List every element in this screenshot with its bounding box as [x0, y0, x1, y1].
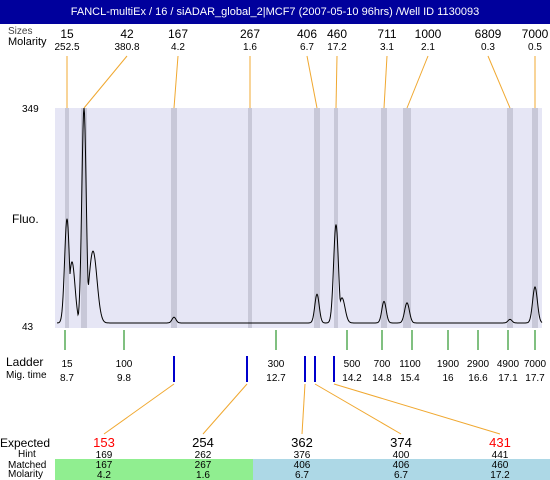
- expected-label: Expected: [0, 436, 51, 450]
- peak-molarity-label: 1.6: [243, 42, 257, 53]
- peak-size-label: 267: [240, 27, 260, 41]
- matched-value: 167: [96, 460, 113, 471]
- ladder-mig-label: 15.4: [400, 373, 420, 384]
- expected-connector: [333, 383, 501, 435]
- matched-value: 406: [294, 460, 311, 471]
- ladder-mig-label: 9.8: [117, 373, 131, 384]
- hint-value: 376: [294, 450, 311, 461]
- peak-size-label: 167: [168, 27, 188, 41]
- molarity-label: Molarity: [8, 36, 47, 48]
- peak-band: [65, 108, 69, 328]
- peak-size-label: 42: [120, 27, 134, 41]
- peak-molarity-label: 17.2: [327, 42, 347, 53]
- ladder-mig-label: 14.2: [342, 373, 362, 384]
- hint-value: 262: [195, 450, 212, 461]
- peak-size-label: 7000: [522, 27, 549, 41]
- ladder-mig-label: 17.7: [525, 373, 545, 384]
- peak-connector: [335, 55, 338, 109]
- matched-molarity-value: 6.7: [394, 470, 408, 480]
- peak-molarity-label: 6.7: [300, 42, 314, 53]
- sizes-label: Sizes: [8, 26, 33, 37]
- ladder-size-label: 700: [374, 359, 391, 370]
- matched-molarity-value: 6.7: [295, 470, 309, 480]
- matched-molarity-value: 17.2: [490, 470, 510, 480]
- expected-value: 374: [390, 435, 412, 450]
- ladder-label: Ladder: [6, 355, 44, 369]
- expected-connector: [301, 383, 306, 435]
- peak-molarity-label: 4.2: [171, 42, 185, 53]
- peak-connector: [487, 55, 511, 109]
- peak-molarity-label: 3.1: [380, 42, 394, 53]
- ladder-size-label: 2900: [467, 359, 490, 370]
- peak-band: [314, 108, 320, 328]
- ladder-mig-label: 17.1: [498, 373, 518, 384]
- peak-connector: [383, 55, 388, 109]
- peak-band: [381, 108, 387, 328]
- ladder-size-label: 100: [116, 359, 133, 370]
- y-axis-label: Fluo.: [12, 212, 39, 226]
- mig-time-label: Mig. time: [6, 370, 47, 381]
- peak-connector: [83, 55, 128, 109]
- ladder-size-label: 7000: [524, 359, 547, 370]
- expected-value: 431: [489, 435, 511, 450]
- matched-value: 267: [195, 460, 212, 471]
- hint-value: 169: [96, 450, 113, 461]
- matched-value: 406: [393, 460, 410, 471]
- trace-line: [57, 107, 543, 324]
- y-axis-max: 349: [22, 104, 39, 115]
- peak-band: [403, 108, 411, 328]
- matched-label: Matched: [8, 460, 47, 471]
- ladder-mig-label: 14.8: [372, 373, 392, 384]
- peak-size-label: 1000: [415, 27, 442, 41]
- expected-connector: [103, 383, 175, 435]
- peak-band: [532, 108, 538, 328]
- ladder-size-label: 4900: [497, 359, 520, 370]
- ladder-size-label: 300: [268, 359, 285, 370]
- peak-band: [81, 108, 87, 328]
- peak-molarity-label: 252.5: [54, 42, 79, 53]
- ladder-mig-label: 12.7: [266, 373, 286, 384]
- ladder-size-label: 15: [61, 359, 73, 370]
- peak-size-label: 6809: [475, 27, 502, 41]
- peak-band: [334, 108, 338, 328]
- expected-value: 153: [93, 435, 115, 450]
- peak-band: [507, 108, 513, 328]
- expected-value: 362: [291, 435, 313, 450]
- peak-band: [171, 108, 177, 328]
- window-title: FANCL-multiEx / 16 / siADAR_global_2|MCF…: [0, 0, 550, 24]
- peak-size-label: 15: [60, 27, 74, 41]
- peak-connector: [306, 55, 318, 109]
- plot-area: [55, 108, 542, 328]
- peak-connector: [406, 55, 429, 109]
- ladder-mig-label: 16.6: [468, 373, 488, 384]
- ladder-mig-label: 16: [442, 373, 454, 384]
- ladder-size-label: 1900: [437, 359, 460, 370]
- expected-molarity-label: Molarity: [8, 469, 44, 480]
- hint-value: 400: [393, 450, 410, 461]
- matched-molarity-value: 4.2: [97, 470, 111, 480]
- ladder-mig-label: 8.7: [60, 373, 74, 384]
- matched-molarity-value: 1.6: [196, 470, 210, 480]
- expected-connector: [314, 383, 402, 435]
- peak-band: [248, 108, 252, 328]
- y-axis-min: 43: [22, 322, 34, 333]
- matched-bg-blue: [253, 459, 550, 480]
- matched-value: 460: [492, 460, 509, 471]
- expected-connector: [202, 383, 248, 435]
- hint-value: 441: [492, 450, 509, 461]
- hint-label: Hint: [18, 449, 36, 460]
- matched-bg-green: [55, 459, 253, 480]
- peak-molarity-label: 2.1: [421, 42, 435, 53]
- peak-molarity-label: 380.8: [114, 42, 139, 53]
- peak-size-label: 711: [377, 27, 396, 41]
- peak-molarity-label: 0.5: [528, 42, 542, 53]
- ladder-size-label: 1100: [399, 359, 421, 370]
- peak-connector: [173, 55, 179, 109]
- peak-size-label: 406: [297, 27, 317, 41]
- expected-value: 254: [192, 435, 214, 450]
- ladder-size-label: 500: [344, 359, 361, 370]
- peak-molarity-label: 0.3: [481, 42, 495, 53]
- peak-size-label: 460: [327, 27, 347, 41]
